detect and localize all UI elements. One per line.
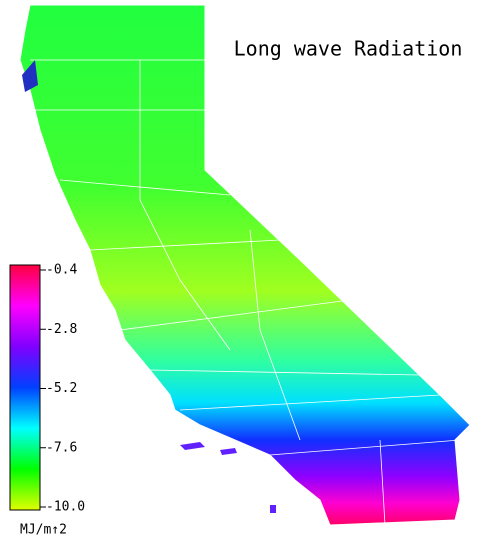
tick-label: -10.0 — [46, 500, 85, 515]
color-bar — [9, 264, 41, 511]
california — [19, 4, 471, 526]
map-title: Long wave Radiation — [234, 37, 463, 61]
tick-label: -0.4 — [46, 263, 77, 278]
county-lines — [30, 59, 461, 526]
tick-label: -7.6 — [46, 440, 77, 455]
tick-label: -2.8 — [46, 322, 77, 337]
lake — [22, 60, 38, 92]
islands — [180, 442, 276, 513]
unit-label: MJ/m↑2 — [20, 523, 67, 538]
tick-label: -5.2 — [46, 381, 77, 396]
